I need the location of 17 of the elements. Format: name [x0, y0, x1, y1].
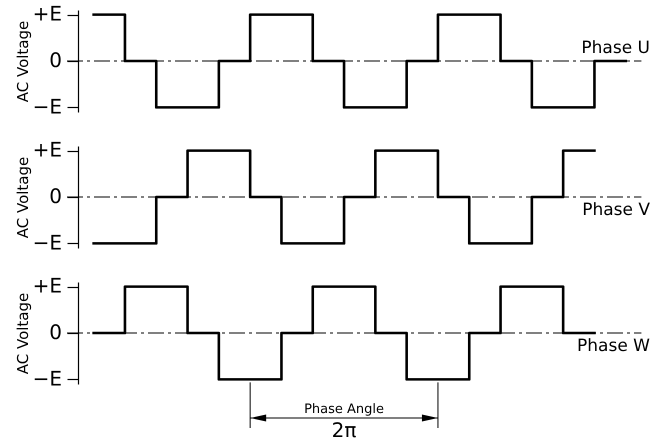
text: Phase Angle	[304, 402, 384, 416]
text: 2π	[332, 418, 356, 440]
text: +E	[32, 2, 62, 26]
text: +E	[32, 273, 62, 298]
series-label: Phase W	[577, 336, 650, 356]
text: −E	[32, 230, 62, 254]
text: −E	[32, 366, 62, 390]
text: −E	[32, 94, 62, 118]
y-axis-title: AC Voltage	[14, 292, 32, 374]
text: 0	[49, 48, 62, 72]
text: +E	[32, 137, 62, 162]
series-label: Phase V	[582, 200, 650, 220]
text: 0	[49, 184, 62, 208]
text: 0	[49, 320, 62, 344]
y-axis-title: AC Voltage	[14, 156, 32, 238]
y-axis-title: AC Voltage	[14, 20, 32, 102]
series-label: Phase U	[581, 38, 650, 58]
